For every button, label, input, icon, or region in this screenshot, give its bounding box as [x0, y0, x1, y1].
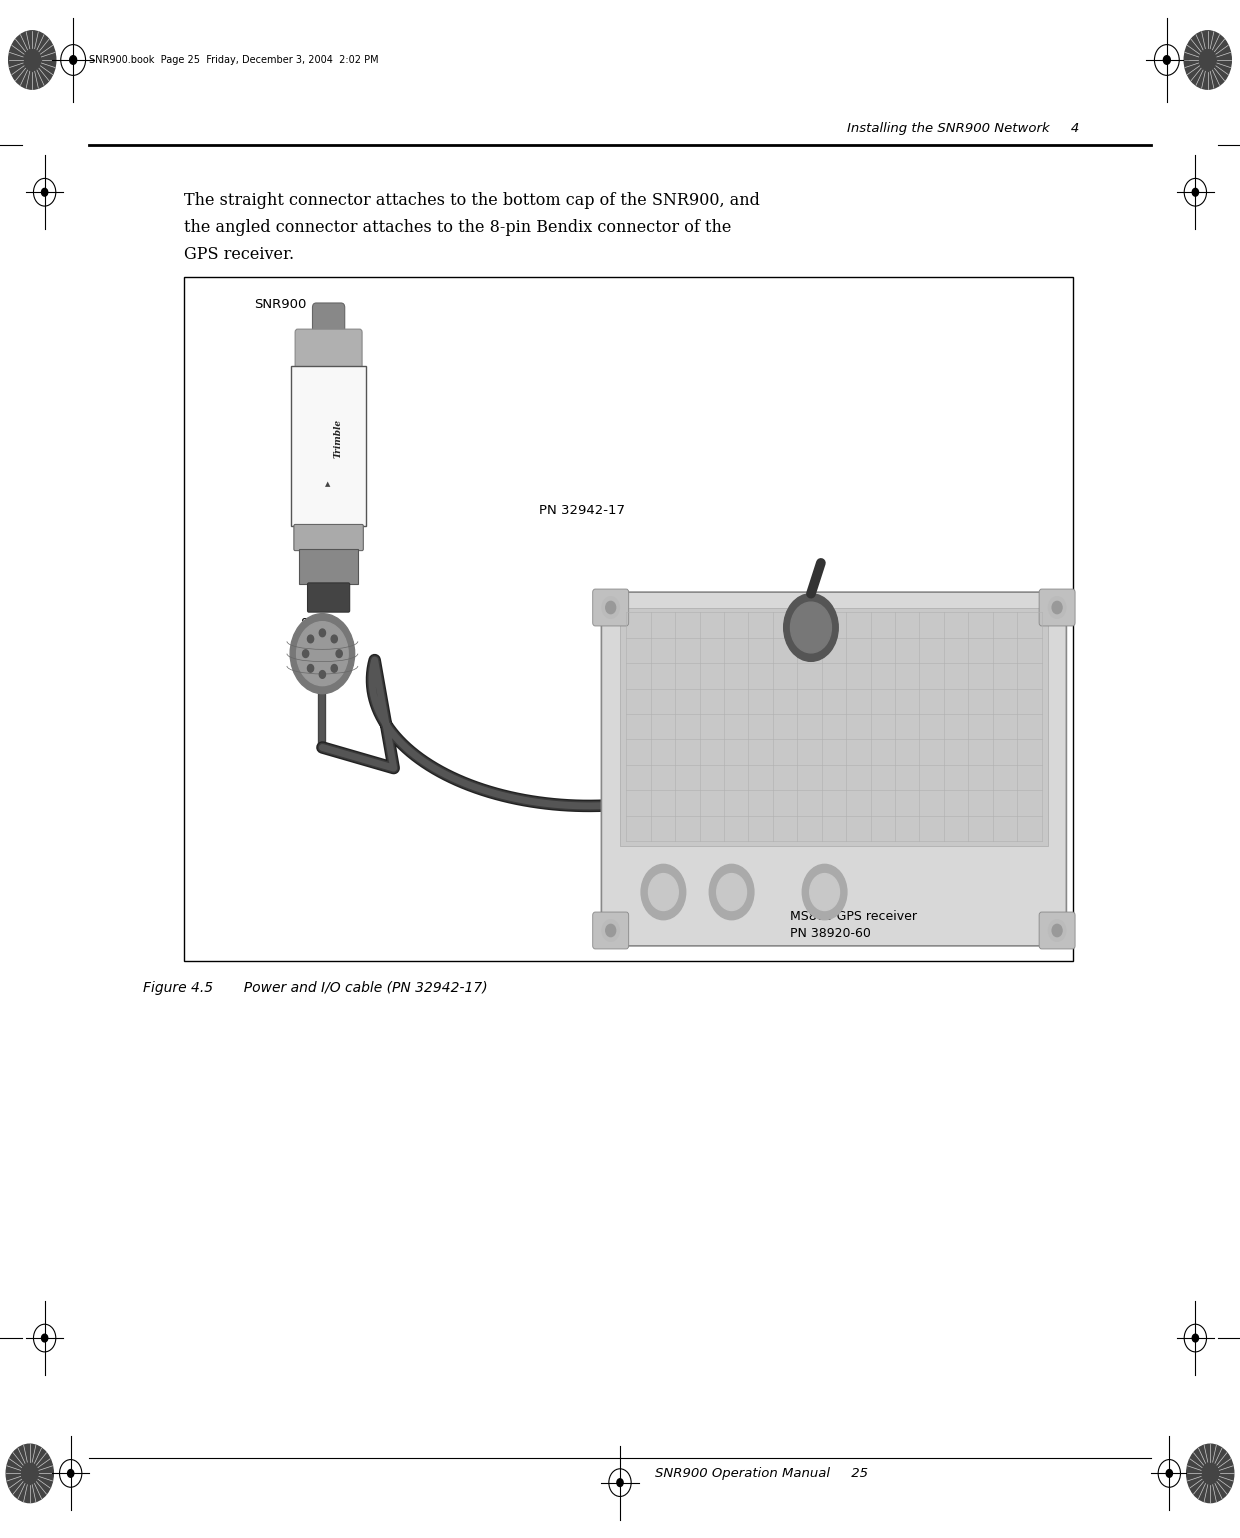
- Text: MS860 GPS receiver
PN 38920-60: MS860 GPS receiver PN 38920-60: [790, 910, 916, 941]
- Bar: [299, 549, 358, 584]
- Text: SNR900 Operation Manual     25: SNR900 Operation Manual 25: [655, 1467, 868, 1480]
- Text: The straight connector attaches to the bottom cap of the SNR900, and
the angled : The straight connector attaches to the b…: [184, 192, 759, 263]
- Circle shape: [717, 874, 746, 910]
- Text: SNR900: SNR900: [254, 298, 306, 311]
- FancyBboxPatch shape: [295, 329, 362, 369]
- FancyBboxPatch shape: [593, 589, 629, 626]
- Circle shape: [9, 31, 56, 89]
- Circle shape: [1052, 601, 1061, 614]
- Circle shape: [308, 635, 314, 643]
- Text: Trimble: Trimble: [334, 418, 343, 458]
- Text: 8-pin Bendix: 8-pin Bendix: [833, 629, 918, 641]
- Circle shape: [1163, 55, 1171, 65]
- Circle shape: [709, 864, 754, 920]
- FancyBboxPatch shape: [1039, 589, 1075, 626]
- Circle shape: [1192, 1333, 1199, 1343]
- FancyBboxPatch shape: [312, 303, 345, 337]
- Circle shape: [336, 649, 342, 658]
- Circle shape: [641, 864, 686, 920]
- Bar: [620, 608, 1048, 846]
- Circle shape: [320, 671, 326, 678]
- Circle shape: [41, 1333, 48, 1343]
- FancyBboxPatch shape: [294, 524, 363, 551]
- Bar: [291, 366, 366, 526]
- Circle shape: [603, 597, 620, 618]
- FancyBboxPatch shape: [1039, 912, 1075, 949]
- Circle shape: [296, 621, 348, 686]
- Circle shape: [41, 188, 48, 197]
- Circle shape: [791, 603, 832, 652]
- Circle shape: [308, 664, 314, 672]
- FancyBboxPatch shape: [308, 583, 350, 612]
- Text: Installing the SNR900 Network     4: Installing the SNR900 Network 4: [847, 123, 1079, 135]
- Text: 8-pin
Bendix: 8-pin Bendix: [300, 617, 343, 646]
- Circle shape: [802, 864, 847, 920]
- Circle shape: [1184, 31, 1231, 89]
- Text: SNR900.book  Page 25  Friday, December 3, 2004  2:02 PM: SNR900.book Page 25 Friday, December 3, …: [89, 55, 379, 65]
- FancyBboxPatch shape: [593, 912, 629, 949]
- Circle shape: [784, 594, 838, 661]
- Text: PN 32942-17: PN 32942-17: [539, 504, 625, 517]
- Circle shape: [1048, 597, 1065, 618]
- Bar: [184, 277, 1073, 961]
- Circle shape: [67, 1469, 74, 1478]
- Text: Figure 4.5       Power and I/O cable (PN 32942-17): Figure 4.5 Power and I/O cable (PN 32942…: [143, 981, 487, 995]
- FancyBboxPatch shape: [601, 592, 1066, 946]
- Circle shape: [649, 874, 678, 910]
- Circle shape: [69, 55, 77, 65]
- Circle shape: [1166, 1469, 1173, 1478]
- Circle shape: [1052, 924, 1061, 937]
- Circle shape: [303, 649, 309, 658]
- Circle shape: [616, 1478, 624, 1487]
- Circle shape: [605, 601, 616, 614]
- Circle shape: [1048, 920, 1065, 941]
- Circle shape: [331, 664, 337, 672]
- Circle shape: [331, 635, 337, 643]
- Circle shape: [603, 920, 620, 941]
- Circle shape: [290, 614, 355, 694]
- Circle shape: [6, 1444, 53, 1503]
- Circle shape: [320, 629, 326, 637]
- Circle shape: [605, 924, 616, 937]
- Circle shape: [810, 874, 839, 910]
- Circle shape: [1187, 1444, 1234, 1503]
- Circle shape: [1192, 188, 1199, 197]
- Text: ▲: ▲: [325, 481, 330, 488]
